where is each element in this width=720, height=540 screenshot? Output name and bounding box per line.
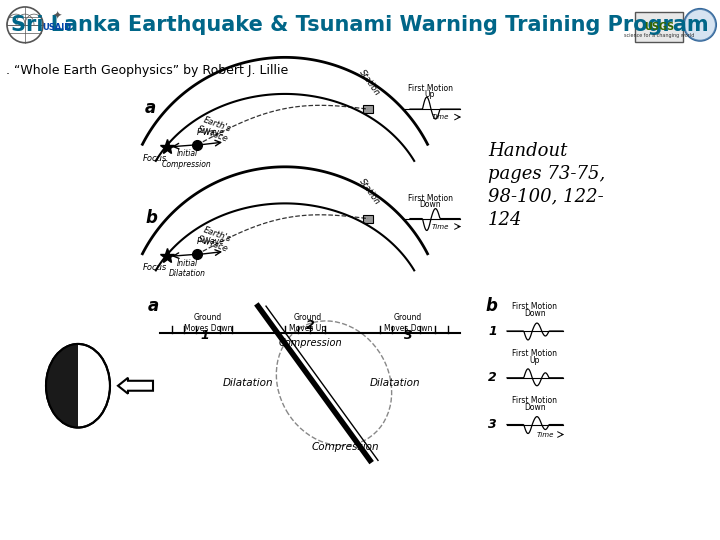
- Text: Earth's
Surface: Earth's Surface: [197, 115, 233, 144]
- Text: Down: Down: [524, 309, 546, 318]
- Text: First Motion: First Motion: [513, 302, 557, 311]
- Text: 1: 1: [488, 325, 497, 338]
- Bar: [363, 105, 373, 113]
- Text: Ground
Moves Down: Ground Moves Down: [384, 313, 432, 333]
- Polygon shape: [118, 378, 153, 394]
- Text: 1: 1: [201, 329, 210, 342]
- Text: First Motion: First Motion: [513, 396, 557, 404]
- Text: a: a: [145, 99, 156, 117]
- Text: USAID: USAID: [42, 23, 71, 32]
- Text: Time: Time: [536, 431, 554, 437]
- Ellipse shape: [46, 344, 110, 428]
- Text: Time: Time: [431, 114, 449, 120]
- Text: Up: Up: [425, 90, 435, 99]
- Text: Up: Up: [530, 356, 540, 365]
- Text: Time: Time: [431, 224, 449, 230]
- Text: Compression: Compression: [311, 442, 379, 453]
- Text: ✦: ✦: [53, 11, 62, 21]
- Text: Dilatation: Dilatation: [222, 378, 274, 388]
- Text: First Motion: First Motion: [408, 194, 452, 202]
- Text: b: b: [145, 208, 157, 227]
- Polygon shape: [46, 344, 78, 428]
- Text: USGS: USGS: [644, 22, 674, 32]
- Text: 3: 3: [404, 329, 413, 342]
- Text: 2: 2: [305, 319, 315, 332]
- Text: Ground
Moves Down: Ground Moves Down: [184, 313, 232, 333]
- Text: Earth's
Surface: Earth's Surface: [197, 225, 233, 254]
- Text: b: b: [485, 297, 497, 315]
- Text: Sri Lanka Earthquake & Tsunami Warning Training Program: Sri Lanka Earthquake & Tsunami Warning T…: [12, 15, 708, 35]
- Text: Down: Down: [524, 403, 546, 411]
- Text: Ground
Moves Up: Ground Moves Up: [289, 313, 327, 333]
- Text: a: a: [148, 297, 159, 315]
- Text: 2: 2: [488, 372, 497, 384]
- Text: science for a changing world: science for a changing world: [624, 33, 694, 38]
- Text: P-Wave: P-Wave: [197, 128, 225, 137]
- Text: Handout
pages 73-75,
98-100, 122-
124: Handout pages 73-75, 98-100, 122- 124: [488, 142, 606, 228]
- Text: Initial
Compression: Initial Compression: [162, 150, 212, 169]
- Text: Compression: Compression: [278, 338, 342, 348]
- Text: First Motion: First Motion: [408, 84, 452, 93]
- Text: P-Wave: P-Wave: [197, 238, 225, 246]
- FancyBboxPatch shape: [635, 12, 683, 42]
- Text: . “Whole Earth Geophysics” by Robert J. Lillie: . “Whole Earth Geophysics” by Robert J. …: [6, 64, 288, 77]
- Text: Initial
Dilatation: Initial Dilatation: [168, 259, 205, 278]
- Text: Dilatation: Dilatation: [369, 378, 420, 388]
- Text: Station: Station: [358, 177, 382, 207]
- Circle shape: [684, 9, 716, 40]
- Text: Station: Station: [358, 68, 382, 97]
- Text: Focus: Focus: [143, 154, 167, 163]
- Text: First Motion: First Motion: [513, 349, 557, 358]
- Text: Down: Down: [419, 200, 441, 208]
- Text: Focus: Focus: [143, 264, 167, 272]
- Text: 3: 3: [488, 418, 497, 431]
- Bar: [363, 214, 373, 222]
